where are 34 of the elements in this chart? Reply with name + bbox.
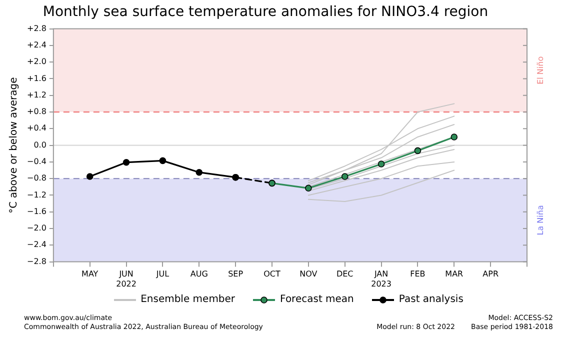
y-tick-label: −2.8 — [26, 256, 46, 266]
legend-label: Ensemble member — [140, 294, 236, 305]
y-tick-label: +0.4 — [26, 124, 46, 133]
band-label: El Niño — [536, 56, 546, 84]
y-tick-label: +1.2 — [26, 90, 46, 100]
y-tick-label: +2.8 — [26, 24, 46, 33]
x-tick-label: JUL — [155, 270, 170, 279]
y-axis-title: °C above or below average — [8, 77, 20, 214]
y-tick-label: −2.4 — [26, 240, 46, 250]
x-tick-label: DEC — [336, 270, 354, 279]
y-tick-label: +2.4 — [26, 40, 46, 50]
x-tick-label: MAR — [445, 270, 464, 279]
y-tick-label: −1.6 — [26, 206, 46, 216]
x-tick-label: JAN 2023 — [371, 270, 392, 288]
band-label: La Niña — [536, 205, 546, 236]
x-tick-label: SEP — [228, 270, 244, 279]
x-tick-label: AUG — [190, 270, 208, 279]
x-tick-label: FEB — [410, 270, 426, 279]
y-tick-label: +0.8 — [26, 107, 46, 116]
y-tick-label: −1.2 — [26, 190, 46, 200]
x-tick-label: NOV — [300, 270, 318, 279]
y-tick-label: −0.8 — [26, 174, 46, 183]
y-tick-label: 0.0 — [34, 140, 46, 150]
y-tick-label: +2.0 — [26, 57, 46, 66]
y-tick-label: +1.6 — [26, 74, 46, 83]
x-tick-label: MAY — [82, 270, 98, 279]
legend-label: Forecast mean — [280, 294, 354, 305]
chart-title: Monthly sea surface temperature anomalies for NINO3.4 region — [42, 4, 488, 20]
y-tick-label: −0.4 — [26, 157, 46, 166]
x-tick-label: OCT — [264, 270, 280, 279]
y-tick-label: −2.0 — [26, 224, 46, 233]
legend-label: Past analysis — [398, 294, 464, 305]
x-tick-label: JUN 2022 — [116, 270, 136, 288]
x-tick-label: APR — [482, 270, 499, 279]
